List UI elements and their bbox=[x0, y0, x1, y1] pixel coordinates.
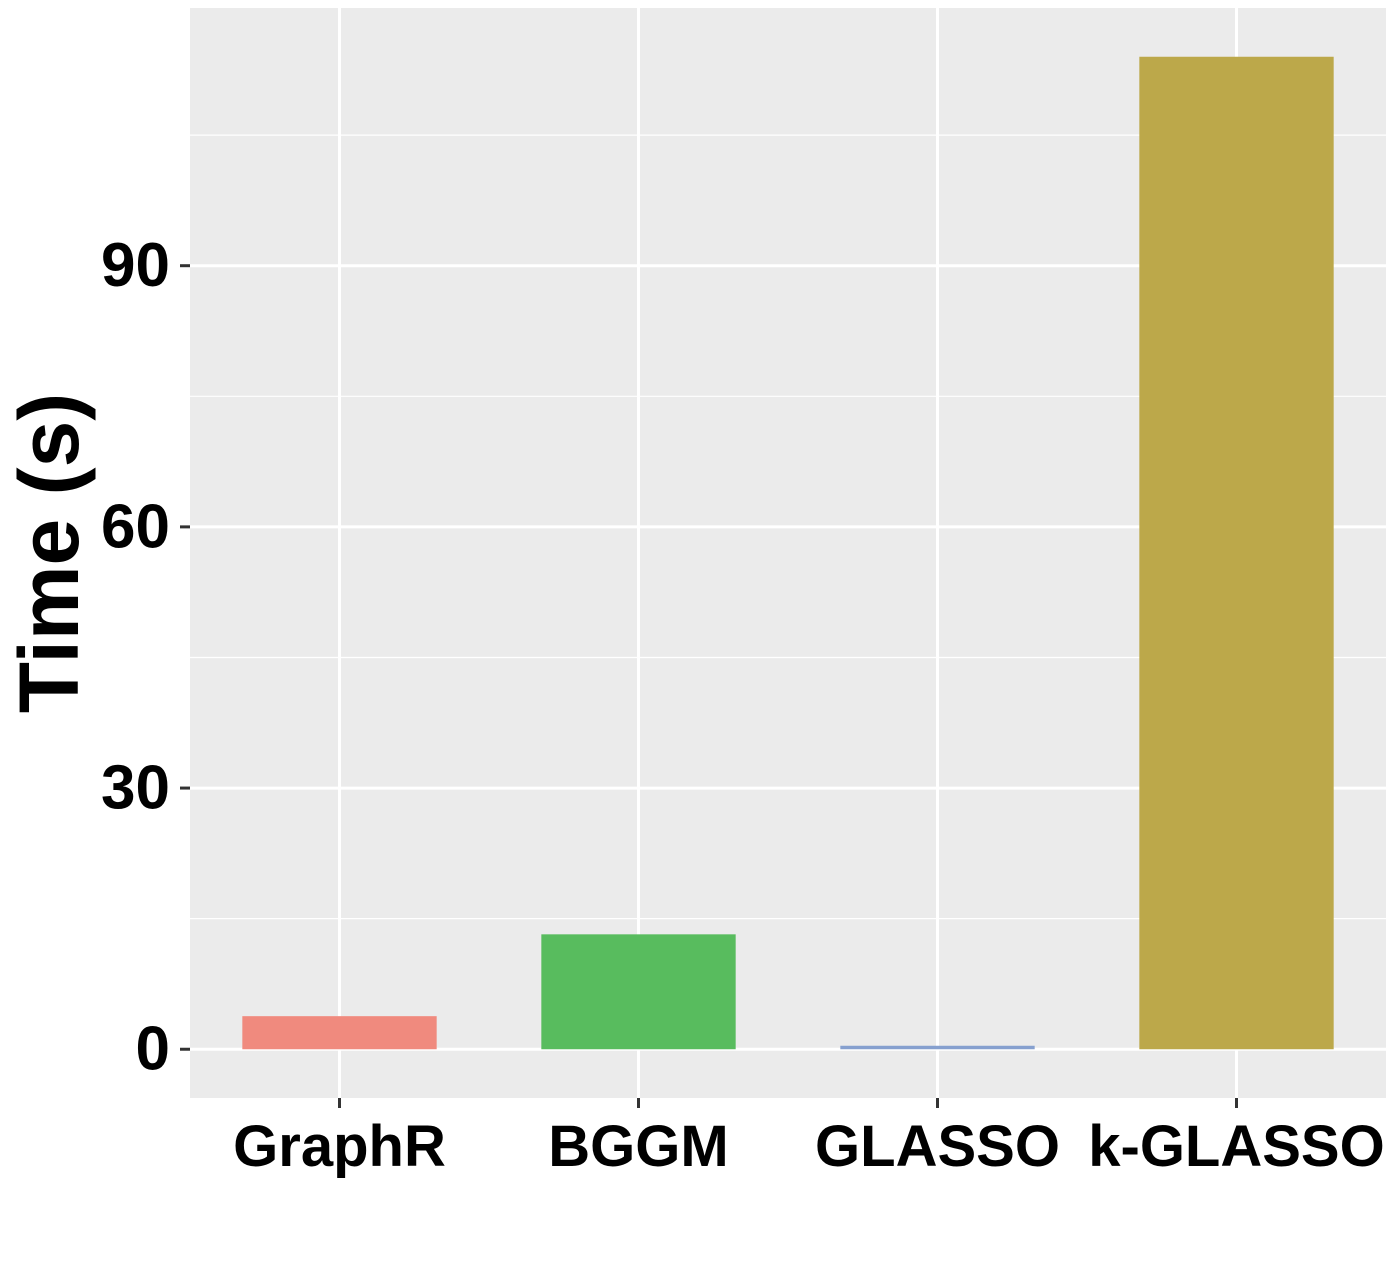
x-tick-label: GraphR bbox=[233, 1114, 446, 1179]
bar-bggm bbox=[541, 934, 736, 1050]
y-tick-label: 0 bbox=[136, 1015, 170, 1084]
y-tick-label: 60 bbox=[101, 492, 170, 561]
bars bbox=[242, 56, 1334, 1050]
bar-k-glasso bbox=[1139, 56, 1334, 1050]
x-tick-label: GLASSO bbox=[815, 1114, 1060, 1179]
y-tick-label: 30 bbox=[101, 754, 170, 823]
y-tick-label: 90 bbox=[101, 231, 170, 300]
x-tick-labels: GraphR BGGM GLASSO k-GLASSO bbox=[233, 1114, 1385, 1179]
y-tick-labels: 0 30 60 90 bbox=[101, 231, 170, 1084]
bar-graphr bbox=[242, 1016, 437, 1050]
x-tick-label: BGGM bbox=[548, 1114, 728, 1179]
axis-ticks bbox=[180, 264, 1238, 1108]
x-tick-label: k-GLASSO bbox=[1088, 1114, 1385, 1179]
y-axis-title: Time (s) bbox=[2, 393, 96, 714]
bar-glasso bbox=[840, 1045, 1035, 1050]
